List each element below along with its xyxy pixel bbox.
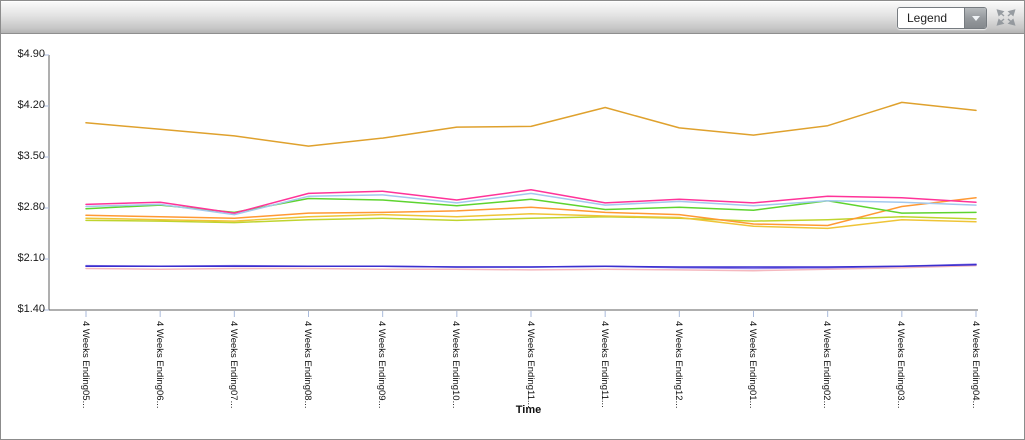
chart-area: $4.90 $4.20 $3.50 $2.80 $2.10 $1.40 4 Weeks E… — [1, 34, 1024, 439]
y-axis-tick-label: $4.90 — [17, 48, 45, 60]
x-axis-tick-label: 4 Weeks Ending04... — [969, 321, 981, 409]
x-axis-tick-label: 4 Weeks Ending01... — [747, 321, 758, 409]
x-axis-tick-label: 4 Weeks Ending11... — [598, 321, 610, 408]
x-axis-tick-label: 4 Weeks Ending08... — [302, 321, 313, 409]
series-line-yellow — [85, 213, 977, 230]
y-axis-tick-label: $2.80 — [17, 201, 45, 213]
x-axis-tick-label: 4 Weeks Ending11... — [524, 321, 536, 408]
x-axis-tick-label: 4 Weeks Ending06... — [153, 321, 165, 409]
series-line-orange — [85, 197, 977, 227]
series-line-blue — [85, 264, 977, 268]
legend-dropdown[interactable]: Legend — [897, 7, 987, 29]
toolbar: Legend — [1, 1, 1024, 34]
legend-dropdown-button[interactable] — [964, 8, 986, 28]
series-line-pale-pink — [85, 264, 977, 272]
x-axis-tick-label: 4 Weeks Ending10... — [450, 321, 462, 409]
x-axis-tick-label: 4 Weeks Ending07... — [227, 321, 239, 409]
series-line-light-blue — [85, 192, 977, 216]
y-axis-tick-label: $3.50 — [17, 150, 45, 162]
series-line-magenta — [85, 189, 977, 214]
y-axis-tick-label: $4.20 — [17, 99, 45, 111]
y-axis-tick-label: $2.10 — [17, 252, 45, 264]
axis-lines — [48, 55, 978, 311]
line-plot — [43, 54, 978, 317]
x-axis-tick-label: 4 Weeks Ending03... — [895, 321, 907, 409]
x-axis-tick-label: 4 Weeks Ending02... — [821, 321, 833, 409]
chevron-down-icon — [971, 15, 980, 21]
legend-dropdown-label: Legend — [898, 8, 964, 28]
y-axis-tick-label: $1.40 — [17, 303, 45, 315]
maximize-icon[interactable] — [996, 9, 1016, 26]
series-line-gold — [85, 101, 977, 147]
x-axis-tick-label: 4 Weeks Ending05... — [79, 321, 91, 409]
x-axis-tick-label: 4 Weeks Ending12... — [672, 321, 684, 409]
series-line-chartreuse — [85, 215, 977, 224]
x-axis-title: Time — [515, 404, 542, 416]
x-axis-tick-label: 4 Weeks Ending09... — [376, 321, 388, 409]
